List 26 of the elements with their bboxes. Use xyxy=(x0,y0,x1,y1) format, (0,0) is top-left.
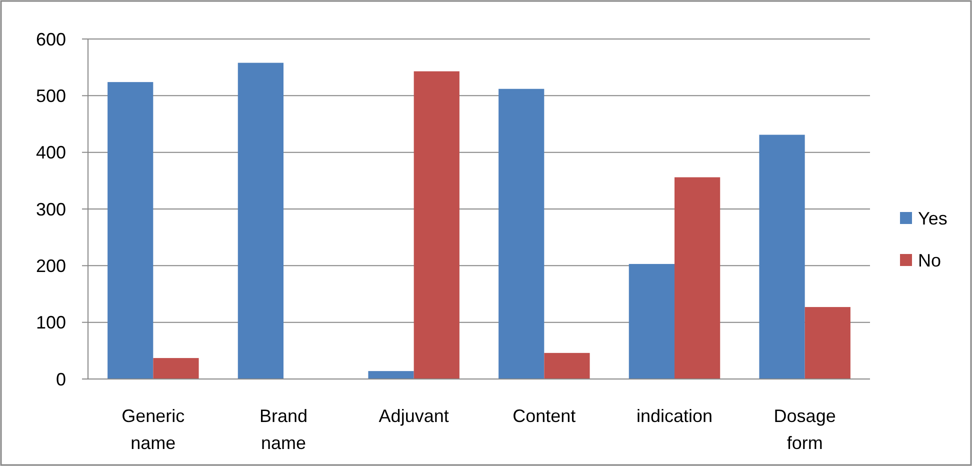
bar xyxy=(368,371,414,379)
x-tick-label: Content xyxy=(512,406,576,426)
bar xyxy=(544,352,590,379)
bar xyxy=(674,177,720,379)
bar xyxy=(498,88,544,379)
bar xyxy=(108,82,154,379)
legend-label: No xyxy=(918,250,942,270)
bar xyxy=(804,307,850,379)
bar xyxy=(153,358,199,379)
x-tick-label: Adjuvant xyxy=(378,406,449,426)
bar xyxy=(628,264,674,379)
x-tick-label: Brand name xyxy=(259,406,308,453)
y-tick-label: 200 xyxy=(36,256,66,276)
bar xyxy=(238,62,284,379)
bar xyxy=(414,71,460,379)
x-tick-label: Generic name xyxy=(122,406,185,453)
y-tick-label: 300 xyxy=(36,199,66,220)
y-tick-label: 100 xyxy=(36,312,66,333)
legend-label: Yes xyxy=(918,208,948,228)
y-tick-label: 0 xyxy=(56,369,66,390)
x-tick-label: Dosage form xyxy=(774,406,836,453)
bar xyxy=(759,134,805,379)
x-tick-label: indication xyxy=(636,406,713,426)
y-tick-label: 400 xyxy=(36,142,66,163)
y-tick-label: 500 xyxy=(36,86,66,106)
y-tick-label: 600 xyxy=(36,29,66,50)
